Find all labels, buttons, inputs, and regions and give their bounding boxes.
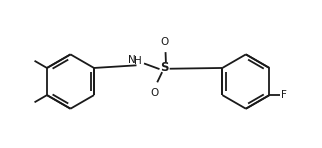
Text: O: O — [150, 88, 158, 98]
Text: N: N — [128, 55, 136, 65]
Text: O: O — [161, 37, 169, 47]
Text: H: H — [135, 56, 142, 66]
Text: F: F — [281, 90, 287, 100]
Text: S: S — [161, 61, 169, 74]
